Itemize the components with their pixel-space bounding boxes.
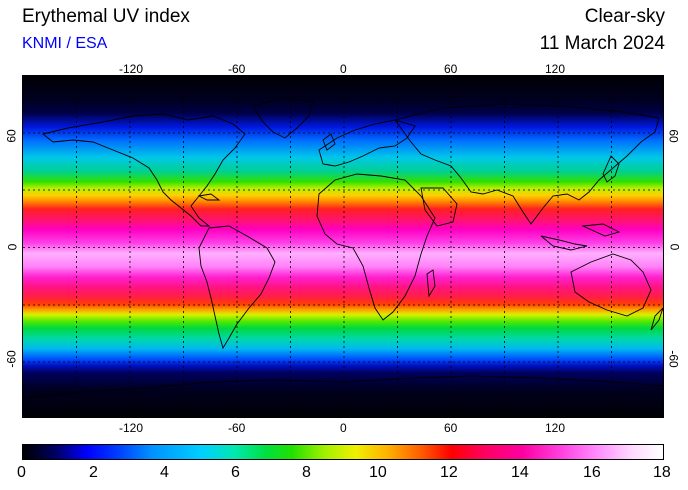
lon-tick-top: 120 xyxy=(545,62,566,76)
colorbar-label: 14 xyxy=(511,464,529,481)
colorbar-label: 0 xyxy=(17,464,26,481)
colorbar-label: 6 xyxy=(231,464,240,481)
lon-tick-bottom: 120 xyxy=(545,421,566,435)
lon-tick-top: 0 xyxy=(340,62,347,76)
lon-tick-bottom: 60 xyxy=(444,421,458,435)
colorbar-label: 16 xyxy=(583,464,601,481)
lat-tick-left: -60 xyxy=(4,350,19,368)
lon-tick-bottom: 0 xyxy=(340,421,347,435)
colorbar-label: 10 xyxy=(369,464,387,481)
lon-tick-top: -60 xyxy=(228,62,246,76)
colorbar-label: 8 xyxy=(302,464,311,481)
lon-tick-top: 60 xyxy=(444,62,458,76)
lat-tick-left: 60 xyxy=(4,129,19,143)
lon-tick-bottom: -120 xyxy=(119,421,144,435)
graticule xyxy=(23,76,663,417)
title: Erythemal UV index xyxy=(22,6,190,27)
lat-tick-right: 60 xyxy=(666,129,681,143)
lat-tick-right: -60 xyxy=(666,350,681,368)
lat-tick-right: 0 xyxy=(667,243,682,251)
mode-label: Clear-sky xyxy=(584,6,665,27)
lat-tick-left: 0 xyxy=(5,243,20,251)
date-label: 11 March 2024 xyxy=(539,33,665,54)
coastlines xyxy=(23,97,663,399)
lon-tick-top: -120 xyxy=(119,62,144,76)
colorbar-label: 12 xyxy=(440,464,458,481)
uv-index-map xyxy=(22,75,664,418)
lon-tick-bottom: -60 xyxy=(228,421,246,435)
colorbar-label: 18 xyxy=(653,464,671,481)
map-overlay xyxy=(23,76,663,417)
colorbar-label: 4 xyxy=(160,464,169,481)
colorbar-label: 2 xyxy=(89,464,98,481)
uv-colorbar xyxy=(22,444,664,460)
subtitle: KNMI / ESA xyxy=(22,35,108,52)
